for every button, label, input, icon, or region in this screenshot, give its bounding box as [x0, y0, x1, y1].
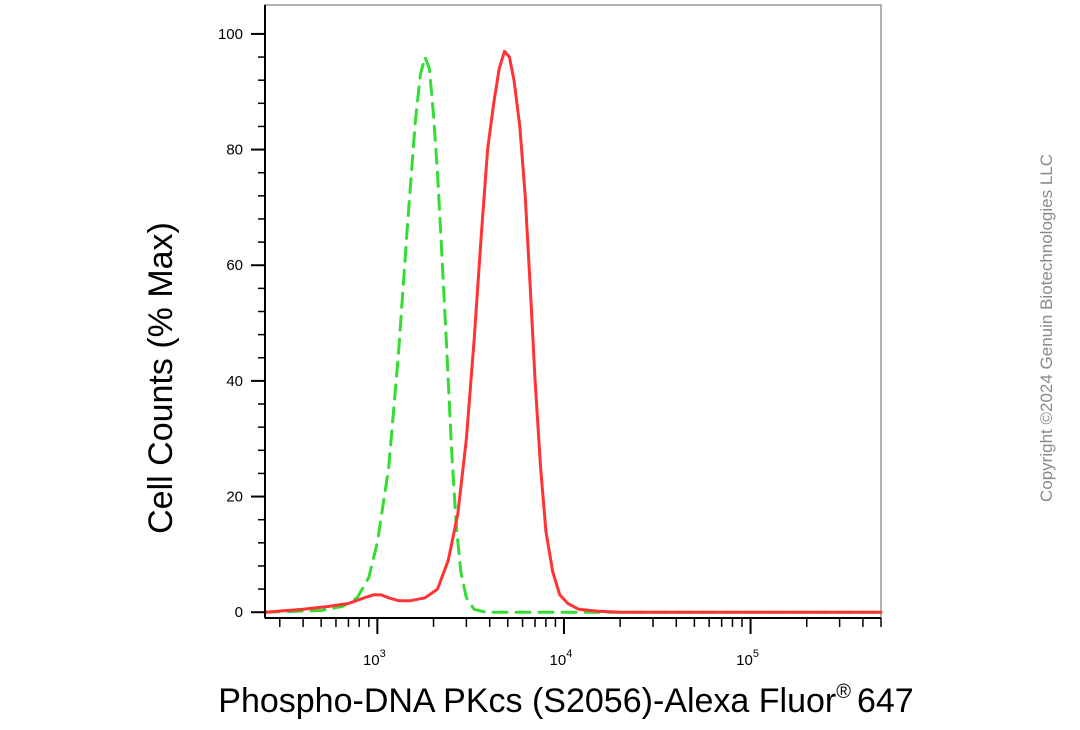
y-axis-title: Cell Counts (% Max): [142, 222, 180, 534]
x-axis-title-main: Phospho-DNA PKcs (S2056)-Alexa Fluor: [218, 682, 836, 720]
x-axis-title: Phospho-DNA PKcs (S2056)-Alexa Fluor® 647: [218, 681, 913, 720]
y-tick-label: 0: [235, 604, 243, 621]
y-tick-label: 80: [226, 142, 243, 159]
y-tick-label: 40: [226, 373, 243, 390]
x-tick-label: 104: [550, 648, 573, 669]
series-line-dashed: [263, 55, 883, 614]
plot-frame: [264, 4, 882, 619]
x-axis-title-superscript: ®: [836, 681, 851, 703]
y-tick-label: 20: [226, 489, 243, 506]
x-axis-title-suffix: 647: [857, 682, 914, 720]
x-tick-label: 103: [363, 648, 386, 669]
x-tick-label: 105: [736, 648, 759, 669]
copyright-watermark: Copyright ©2024 Genuin Biotechnologies L…: [1037, 154, 1056, 502]
y-tick-label: 60: [226, 257, 243, 274]
axes-layer: 0 20 40 60 80 100 103 104 105: [218, 5, 882, 669]
series-line-solid: [263, 49, 883, 614]
y-tick-label: 100: [218, 26, 243, 43]
series-layer: [263, 49, 883, 614]
